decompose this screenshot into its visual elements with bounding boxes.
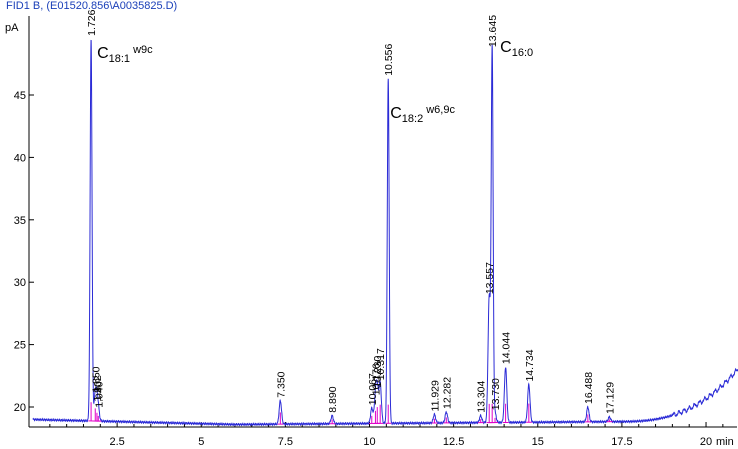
peak-label: 1.902 (92, 375, 104, 401)
peak-label: 1.726 (86, 9, 98, 35)
peak-label: 10.317 (375, 348, 387, 380)
annotation-main: C (390, 105, 402, 122)
peak-label: 1.850 (90, 366, 102, 392)
x-tick-label: 5 (198, 436, 204, 448)
x-tick-label: 20 (700, 436, 712, 448)
x-axis-unit: min (716, 436, 734, 448)
annotation-c18-2-w69c: C18:2w6,9c (390, 104, 455, 125)
peak-label: 10.067 (367, 373, 379, 405)
peak-label: 10.556 (383, 44, 395, 76)
peak-label: 14.044 (501, 332, 513, 364)
y-tick-label: 40 (14, 152, 26, 164)
peak-label: 1.940 (93, 381, 105, 407)
x-tick-label: 12.5 (443, 436, 464, 448)
annotation-sub: 18:1 (108, 53, 131, 65)
peak-label: 12.282 (441, 377, 453, 409)
peak-label: 14.734 (524, 349, 536, 381)
annotation-sub: 16:0 (511, 47, 534, 59)
annotation-c16-0: C16:0 (500, 39, 536, 59)
peak-label: 7.350 (275, 371, 287, 397)
peak-label: 13.304 (476, 380, 488, 412)
x-tick-label: 15 (532, 436, 544, 448)
y-axis-unit: pA (5, 22, 19, 34)
signal-trace (32, 39, 738, 427)
peak-label: 17.129 (604, 382, 616, 414)
annotation-sup: w6,9c (426, 104, 455, 116)
annotation-sup: w9c (133, 44, 153, 56)
x-tick-label: 17.5 (611, 436, 632, 448)
annotation-main: C (97, 45, 109, 62)
peak-label: 11.929 (429, 380, 441, 411)
y-tick-label: 25 (14, 340, 26, 352)
peak-label: 16.488 (583, 372, 595, 404)
y-tick-label: 35 (14, 215, 26, 227)
x-tick-label: 10 (363, 436, 375, 448)
annotation-sub: 18:2 (401, 113, 424, 125)
peak-label: 13.730 (490, 378, 502, 410)
chart-title: FID1 B, (E01520.856\A0035825.D) (6, 0, 178, 12)
x-tick-label: 7.5 (278, 436, 293, 448)
annotation-c18-1-w9c: C18:1w9c (97, 44, 153, 65)
y-tick-label: 45 (14, 90, 26, 102)
x-tick-label: 2.5 (109, 436, 124, 448)
annotation-main: C (500, 39, 512, 56)
trace-layer (32, 39, 738, 427)
y-tick-label: 20 (14, 402, 26, 414)
peak-label: 8.890 (327, 386, 339, 412)
peak-label: 13.557 (484, 262, 496, 294)
peak-label: 10.230 (372, 356, 384, 388)
axes-layer: 20 25 30 35 40 45 pA 2.5 5 7.5 10 12.5 15 17.5 20 min (5, 16, 737, 448)
y-tick-label: 30 (14, 277, 26, 289)
peak-label: 13.645 (487, 15, 499, 47)
peak-label: 10.176 (370, 363, 382, 395)
